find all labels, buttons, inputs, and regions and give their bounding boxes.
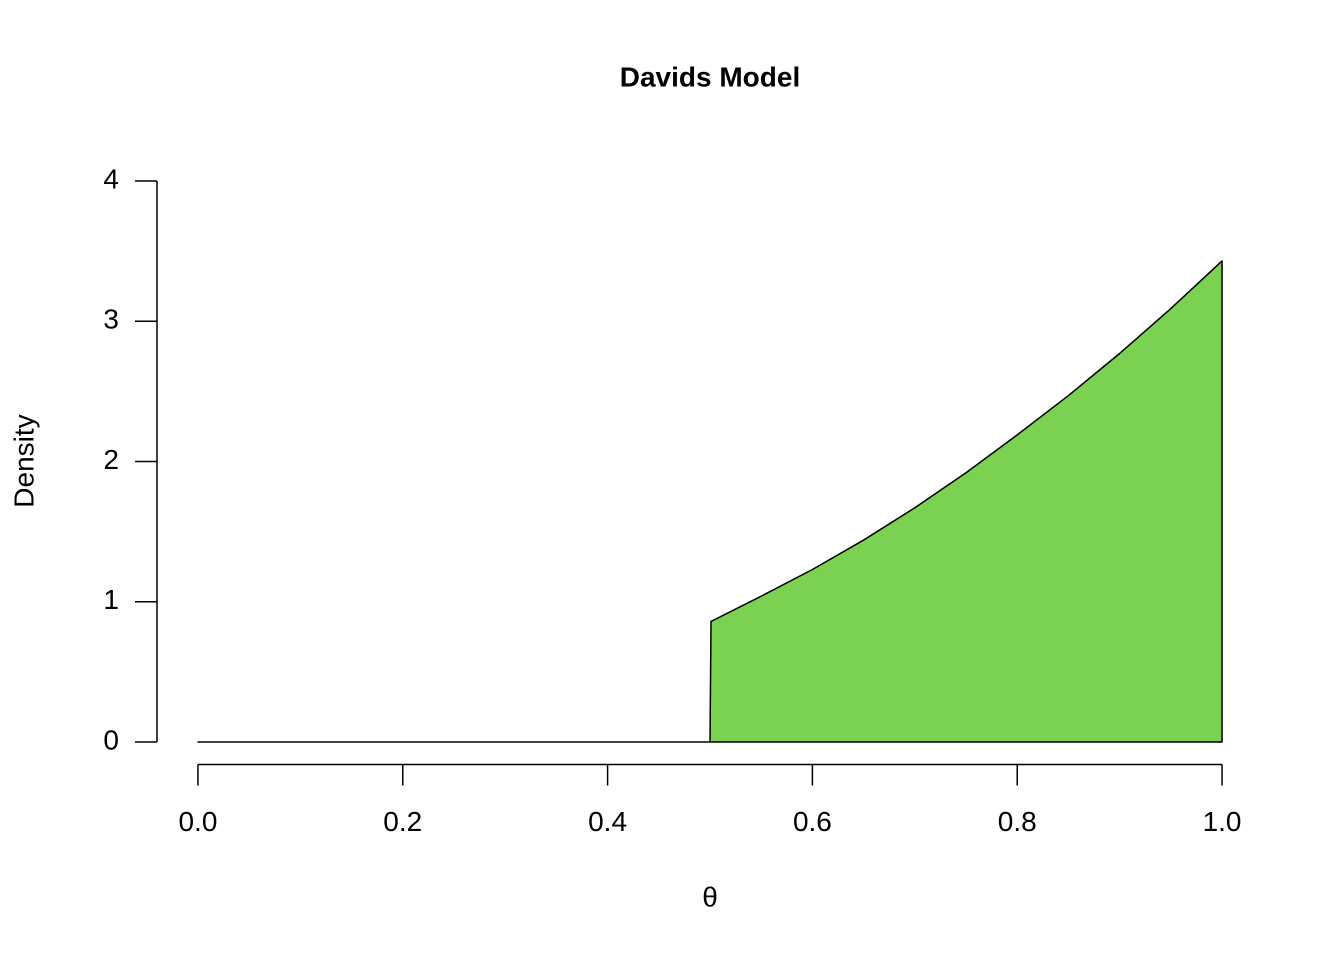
x-axis-label: θ <box>702 881 718 912</box>
area <box>197 260 1223 743</box>
y-tick-label: 1 <box>103 584 119 615</box>
chart-title: Davids Model <box>620 61 800 92</box>
x-tick-label: 1.0 <box>1203 806 1242 837</box>
y-tick-label: 2 <box>103 444 119 475</box>
x-tick-label: 0.4 <box>588 806 627 837</box>
x-tick-label: 0.0 <box>178 806 217 837</box>
y-tick-label: 3 <box>103 304 119 335</box>
x-tick-label: 0.2 <box>383 806 422 837</box>
x-tick-label: 0.6 <box>793 806 832 837</box>
x-tick-label: 0.8 <box>998 806 1037 837</box>
y-tick-label: 4 <box>103 163 119 194</box>
y-tick-label: 0 <box>103 724 119 755</box>
y-axis-label: Density <box>8 414 39 507</box>
